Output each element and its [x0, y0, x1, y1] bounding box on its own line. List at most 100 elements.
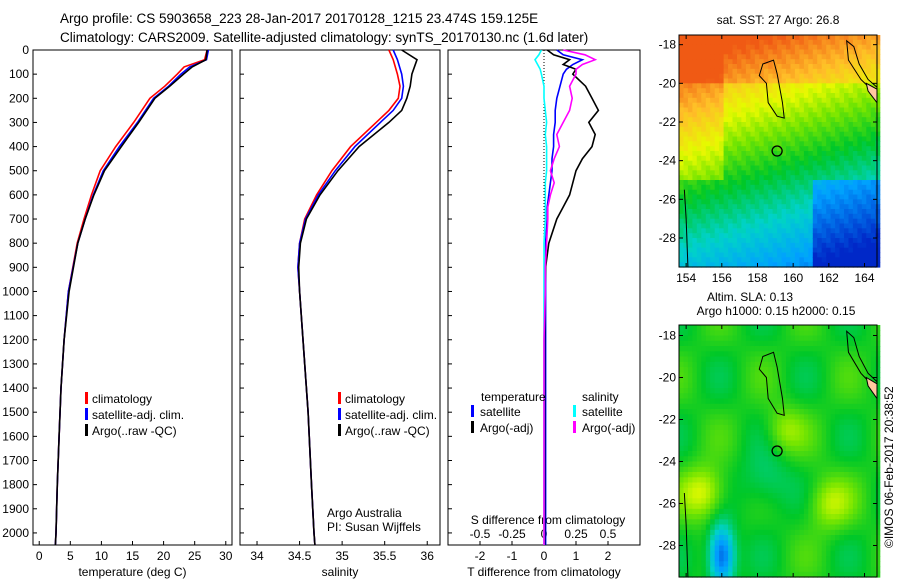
map-cell	[759, 54, 765, 60]
map-cell	[763, 68, 769, 75]
map-cell	[870, 160, 876, 167]
map-cell	[692, 372, 698, 379]
map-cell	[705, 529, 711, 536]
map-cell	[861, 535, 867, 541]
map-cell	[768, 102, 774, 109]
map-cell	[763, 97, 769, 104]
map-cell	[866, 68, 872, 75]
map-cell	[839, 340, 845, 347]
map-cell	[790, 165, 796, 171]
map-cell	[741, 503, 747, 510]
map-cell	[844, 550, 850, 557]
map-cell	[786, 247, 792, 254]
map-cell	[710, 414, 716, 421]
map-cell	[768, 170, 774, 176]
map-cell	[821, 571, 827, 578]
map-cell	[768, 346, 774, 352]
map-cell	[861, 409, 867, 415]
map-cell	[790, 170, 796, 176]
y-tick-label: 0	[22, 43, 29, 57]
map-cell	[808, 487, 814, 494]
map-cell	[683, 102, 689, 109]
map-cell	[777, 356, 783, 363]
map-cell	[786, 213, 792, 220]
map-cell	[759, 35, 765, 41]
map-cell	[826, 435, 832, 442]
map-cell	[781, 514, 787, 520]
map-cell	[835, 340, 841, 347]
map-cell	[799, 155, 805, 162]
map-cell	[728, 189, 734, 196]
map-cell	[821, 126, 827, 133]
map-cell	[803, 122, 809, 128]
title-line-2: Climatology: CARS2009. Satellite-adjuste…	[60, 30, 588, 45]
map-cell	[768, 330, 774, 337]
map-cell	[826, 335, 832, 342]
map-cell	[723, 49, 729, 55]
map-cell	[741, 262, 747, 268]
map-cell	[844, 44, 850, 51]
map-cell	[821, 477, 827, 484]
map-cell	[705, 102, 711, 109]
map-cell	[870, 146, 876, 152]
map-cell	[687, 451, 693, 457]
map-cell	[679, 367, 685, 373]
map-cell	[777, 151, 783, 157]
map-cell	[852, 213, 858, 220]
map-cell	[781, 184, 787, 191]
map-cell	[692, 141, 698, 147]
map-cell	[754, 194, 760, 200]
map-cell	[768, 209, 774, 215]
map-cell	[696, 571, 702, 578]
map-cell	[848, 561, 854, 568]
map-cell	[790, 519, 796, 526]
map-cell	[812, 49, 818, 55]
map-cell	[848, 73, 854, 80]
map-cell	[781, 340, 787, 347]
map-cell	[683, 498, 689, 505]
map-cell	[866, 445, 872, 452]
map-cell	[821, 59, 827, 65]
map-cell	[719, 367, 725, 373]
map-cell	[803, 213, 809, 220]
map-cell	[794, 472, 800, 478]
map-cell	[763, 409, 769, 415]
map-cell	[852, 93, 858, 99]
map-cell	[750, 535, 756, 541]
map-cell	[803, 35, 809, 41]
map-cell	[830, 403, 836, 410]
map-cell	[728, 184, 734, 191]
map-cell	[763, 184, 769, 191]
map-cell	[710, 228, 716, 234]
map-cell	[835, 252, 841, 258]
map-cell	[812, 514, 818, 520]
map-cell	[777, 571, 783, 578]
map-cell	[817, 514, 823, 520]
map-cell	[777, 126, 783, 133]
map-cell	[781, 445, 787, 452]
map-cell	[875, 398, 881, 405]
map-cell	[821, 83, 827, 89]
map-cell	[857, 403, 863, 410]
map-cell	[857, 561, 863, 568]
y-tick-label: 700	[9, 212, 29, 226]
map-cell	[794, 189, 800, 196]
map-cell	[839, 451, 845, 457]
map-cell	[870, 535, 876, 541]
map-cell	[723, 361, 729, 368]
map-cell	[737, 561, 743, 568]
map-cell	[692, 435, 698, 442]
map-cell	[679, 540, 685, 547]
map-cell	[821, 209, 827, 215]
map-cell	[852, 223, 858, 229]
map-cell	[710, 194, 716, 200]
map-cell	[794, 361, 800, 368]
map-cell	[821, 435, 827, 442]
map-cell	[719, 372, 725, 379]
map-cell	[759, 73, 765, 80]
map-cell	[687, 247, 693, 254]
map-cell	[745, 524, 751, 531]
map-cell	[826, 175, 832, 181]
map-cell	[830, 519, 836, 526]
map-cell	[679, 257, 685, 263]
